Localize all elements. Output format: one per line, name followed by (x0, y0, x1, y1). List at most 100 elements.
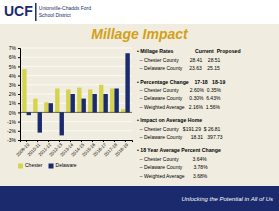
page: UCF Unionville-Chadds FordSchool District… (0, 0, 279, 211)
tick: -3% (7, 137, 20, 143)
bar (33, 99, 37, 113)
text-heading: • Millage Rates Current Proposed (137, 48, 241, 54)
bar (44, 102, 48, 112)
bar (110, 88, 114, 112)
bar-series (22, 69, 125, 112)
text-line: – Delaware County 23.63 25.15 (137, 65, 220, 71)
text-block: • Millage Rates Current Proposed – Chest… (137, 48, 241, 178)
chart: -3% -2% -1% 0% 1% 2% 3% 4% 5% 6% 7% 2009-102010-112… (7, 45, 132, 157)
zero-line (20, 112, 132, 113)
tick: 7% (9, 45, 20, 51)
grid-line (20, 75, 132, 76)
tick-label: 2018-19 (114, 142, 130, 158)
text-line: – Delaware County 0.30% 6.43% (137, 95, 221, 101)
axis-line (18, 49, 21, 141)
bar (71, 94, 75, 112)
text-line: – Weighted Average 3.68% (137, 173, 208, 179)
tick: 4% (9, 73, 20, 79)
header-subtext: School District (39, 12, 72, 18)
tick-mark (18, 140, 20, 141)
legend: Chester Delaware (18, 162, 77, 168)
tick: 3% (9, 82, 20, 88)
bar (99, 85, 103, 113)
tick-label: 5% (9, 64, 17, 70)
header-bar (0, 0, 279, 24)
x-axis: 2009-102010-112011-122012-132013-142014-… (15, 140, 132, 157)
tick: 1% (9, 100, 20, 106)
tick-label: 4% (9, 73, 17, 79)
text-heading: • 18 Year Average Percent Change (137, 147, 221, 153)
bar (88, 89, 92, 112)
grid-line (20, 66, 132, 67)
header-subtext: Unionville-Chadds Ford (39, 5, 91, 11)
tick-label: 7% (9, 45, 17, 51)
text-heading: • Percentage Change 17-18 18-19 (137, 79, 225, 85)
text-line: – Chester County 3.64% (137, 156, 207, 162)
tick-mark (18, 131, 20, 132)
text-line: – Chester County 2.60% 0.35% (137, 87, 221, 93)
bar (60, 112, 64, 135)
bar (38, 112, 42, 132)
legend-swatch (49, 164, 54, 169)
text-heading: • Impact on Average Home (137, 117, 202, 123)
bar (81, 99, 85, 113)
bar (92, 94, 96, 112)
grid-line (20, 48, 132, 49)
footer-text: Unlocking the Potential in All of Us (182, 196, 274, 202)
logo-text: UCF (4, 3, 33, 19)
tick: 0% (9, 110, 20, 116)
tick-label: 3% (9, 82, 17, 88)
bar (66, 89, 70, 112)
tick: 6% (9, 54, 20, 60)
tick-mark (18, 103, 20, 104)
bar (114, 88, 118, 112)
bar (125, 53, 129, 112)
footer-bar (0, 186, 279, 211)
tick-mark (18, 76, 20, 77)
text-line: – Delaware County 3.78% (137, 164, 208, 170)
tick-label: -3% (7, 137, 16, 143)
grid-line (20, 121, 132, 122)
bar-series (27, 53, 130, 135)
tick-mark (18, 57, 20, 58)
bar (121, 109, 125, 112)
tick-label: 0% (9, 110, 17, 116)
tick: 2018-19 (114, 140, 130, 157)
header-divider (35, 3, 37, 21)
grid (20, 48, 132, 140)
bar (49, 103, 53, 112)
tick: -2% (7, 128, 20, 134)
tick-label: -2% (7, 128, 16, 134)
bar (103, 94, 107, 112)
tick-label: -1% (7, 119, 16, 125)
tick-mark (18, 66, 20, 67)
text-line: – Delaware County 18.31 397.73 (137, 134, 223, 140)
tick-mark (18, 112, 20, 113)
bar (77, 88, 81, 113)
grid-line (20, 57, 132, 58)
tick: -1% (7, 119, 20, 125)
tick: 5% (9, 64, 20, 70)
background (0, 0, 279, 211)
legend-swatch (18, 164, 23, 169)
tick-mark (18, 94, 20, 95)
text-line: – Chester County $191.29 $ 26.81 (137, 126, 221, 132)
y-axis: -3% -2% -1% 0% 1% 2% 3% 4% 5% 6% 7% (7, 45, 20, 143)
bar (55, 88, 59, 112)
bars (22, 53, 130, 135)
title: Millage Impact (91, 26, 189, 42)
bar (22, 69, 26, 112)
tick-mark (18, 122, 20, 123)
text-line: – Chester County 28.41 28.51 (137, 57, 221, 63)
bar (27, 112, 31, 115)
tick-mark (18, 85, 20, 86)
tick-mark (18, 48, 20, 49)
tick-label: 1% (9, 100, 17, 106)
tick-label: 6% (9, 54, 17, 60)
grid-line (20, 84, 132, 85)
tick-label: 2% (9, 91, 17, 97)
grid-line (20, 130, 132, 131)
tick: 2% (9, 91, 20, 97)
legend-label: Chester (25, 162, 43, 168)
legend-label: Delaware (56, 162, 77, 168)
